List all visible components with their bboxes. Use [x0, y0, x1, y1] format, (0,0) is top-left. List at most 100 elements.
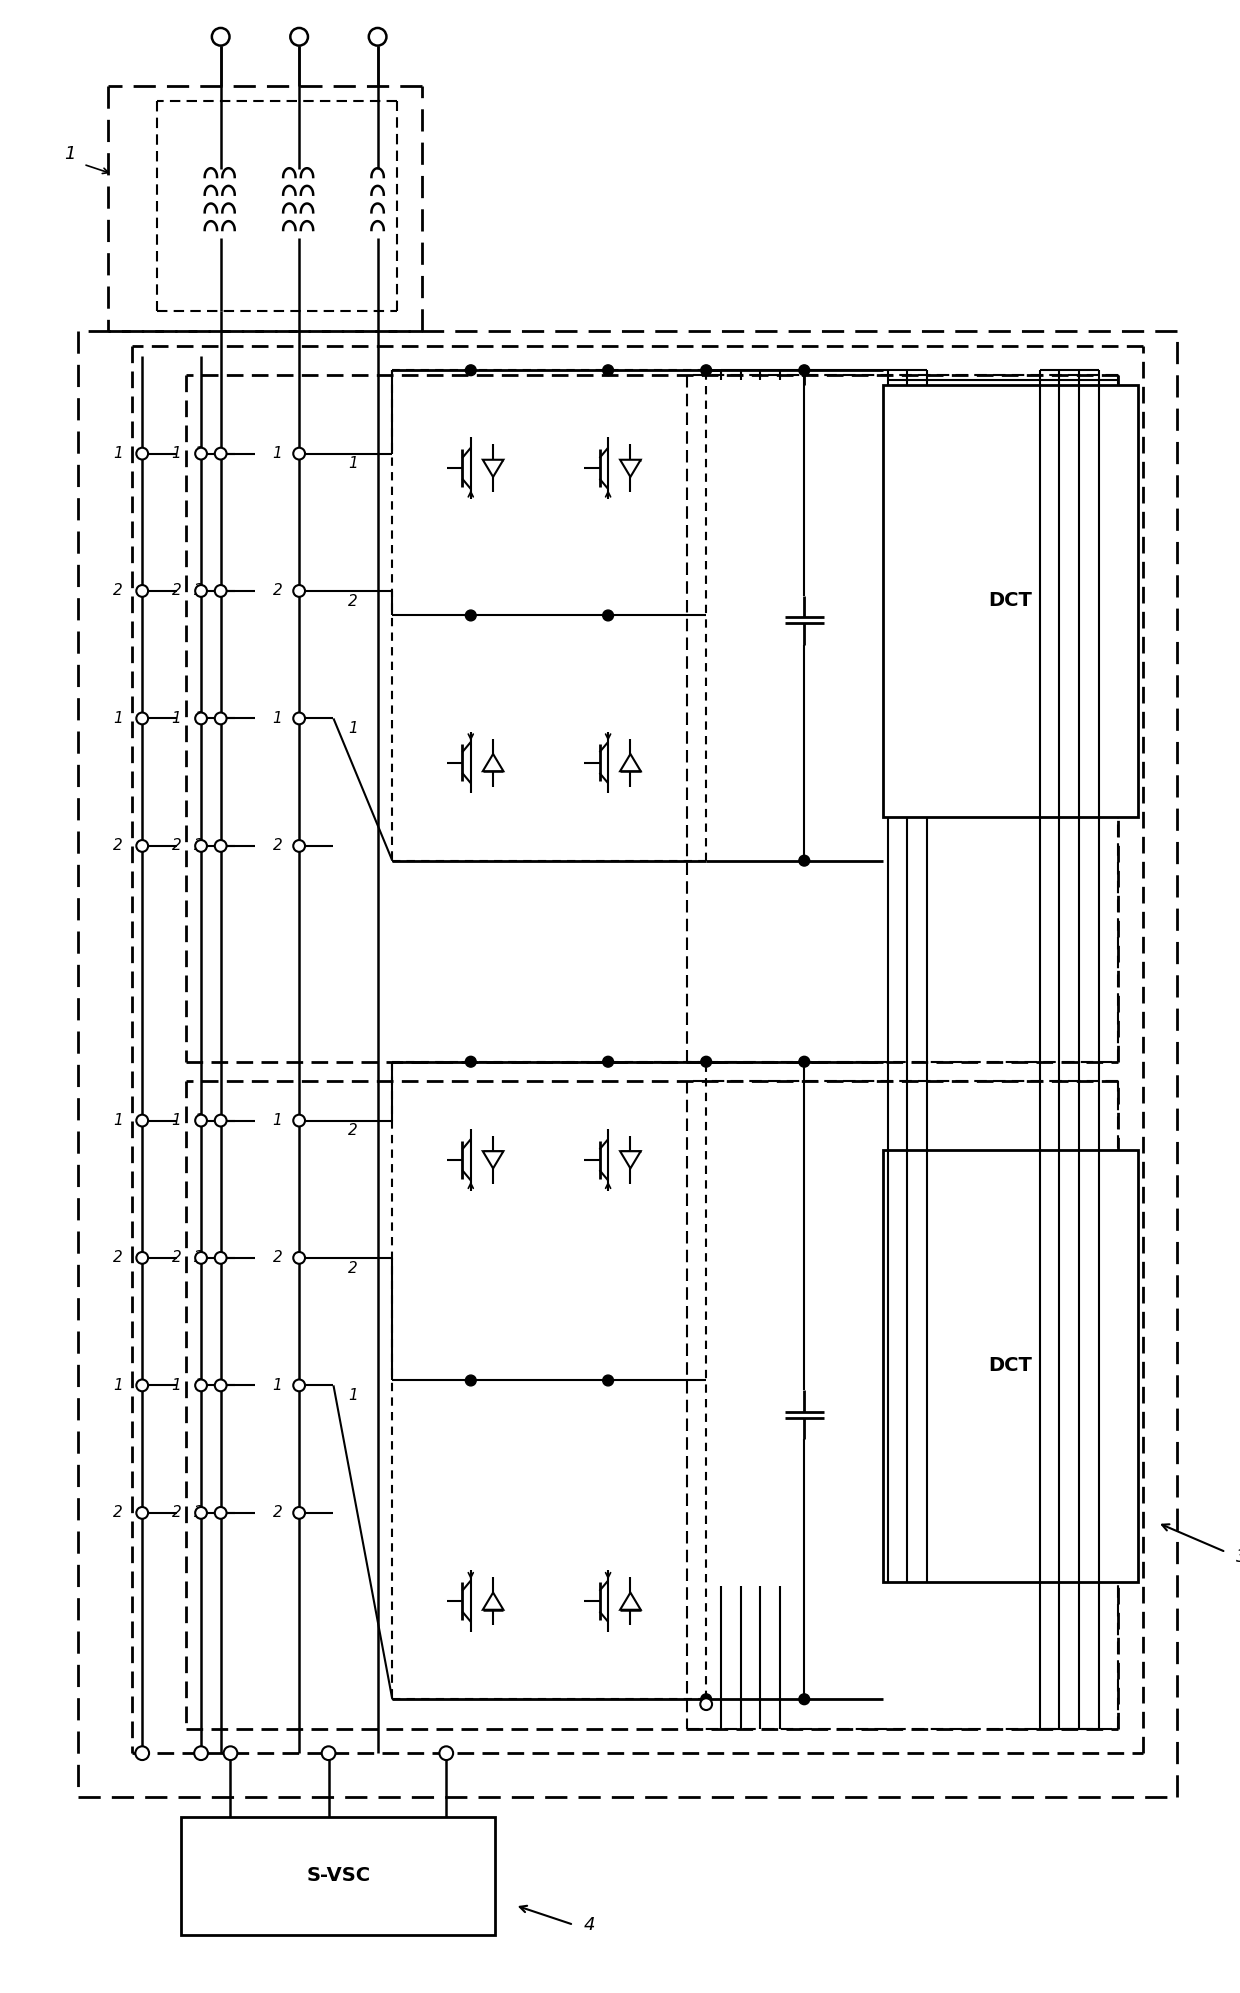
Text: 2: 2 — [171, 1250, 181, 1266]
Text: 2: 2 — [348, 1124, 358, 1138]
Circle shape — [799, 365, 810, 375]
Circle shape — [701, 1698, 712, 1710]
Text: 2: 2 — [171, 839, 181, 853]
Text: 1: 1 — [171, 1112, 181, 1128]
Circle shape — [294, 448, 305, 460]
Text: 2: 2 — [348, 594, 358, 608]
Circle shape — [195, 1252, 207, 1264]
Circle shape — [215, 586, 227, 596]
Circle shape — [465, 365, 476, 375]
Circle shape — [215, 1379, 227, 1391]
Circle shape — [215, 713, 227, 723]
Circle shape — [701, 1056, 712, 1066]
Circle shape — [215, 1252, 227, 1264]
Circle shape — [135, 1746, 149, 1760]
Circle shape — [799, 1694, 810, 1704]
Circle shape — [136, 448, 148, 460]
Circle shape — [223, 1746, 237, 1760]
Circle shape — [294, 586, 305, 596]
Text: 3: 3 — [1236, 1549, 1240, 1566]
Polygon shape — [620, 460, 641, 476]
Polygon shape — [482, 1152, 503, 1168]
Circle shape — [603, 365, 614, 375]
Text: DCT: DCT — [988, 592, 1032, 610]
Text: 1: 1 — [195, 446, 203, 460]
Text: 1: 1 — [348, 456, 358, 470]
Text: 1: 1 — [348, 1387, 358, 1403]
Circle shape — [701, 365, 712, 375]
Circle shape — [290, 28, 308, 46]
Text: 2: 2 — [195, 1250, 203, 1266]
Bar — [883, 385, 1138, 817]
Circle shape — [195, 1507, 207, 1519]
Text: 1: 1 — [273, 1112, 283, 1128]
Circle shape — [603, 610, 614, 622]
Polygon shape — [620, 1592, 641, 1610]
Text: 2: 2 — [113, 1505, 123, 1521]
Circle shape — [195, 713, 207, 723]
Circle shape — [701, 1694, 712, 1704]
Circle shape — [603, 1375, 614, 1385]
Circle shape — [136, 1379, 148, 1391]
Circle shape — [215, 1114, 227, 1126]
Circle shape — [136, 586, 148, 596]
Polygon shape — [482, 1592, 503, 1610]
Text: 1: 1 — [113, 1112, 123, 1128]
Text: 2: 2 — [113, 839, 123, 853]
Circle shape — [465, 610, 476, 622]
Circle shape — [195, 586, 207, 596]
Text: 1: 1 — [171, 712, 181, 725]
Circle shape — [136, 1114, 148, 1126]
Bar — [181, 1818, 495, 1935]
Circle shape — [294, 1114, 305, 1126]
Circle shape — [294, 1507, 305, 1519]
Text: 2: 2 — [273, 584, 283, 598]
Text: 2: 2 — [273, 1250, 283, 1266]
Circle shape — [195, 1379, 207, 1391]
Text: 1: 1 — [348, 721, 358, 735]
Circle shape — [799, 855, 810, 867]
Polygon shape — [482, 460, 503, 476]
Text: S-VSC: S-VSC — [306, 1865, 371, 1885]
Text: 1: 1 — [171, 446, 181, 460]
Circle shape — [136, 1252, 148, 1264]
Circle shape — [465, 1056, 476, 1066]
Text: 2: 2 — [195, 1505, 203, 1521]
Text: 1: 1 — [273, 712, 283, 725]
Circle shape — [294, 1379, 305, 1391]
Circle shape — [294, 1252, 305, 1264]
Text: 2: 2 — [195, 584, 203, 598]
Circle shape — [439, 1746, 453, 1760]
Circle shape — [294, 713, 305, 723]
Circle shape — [215, 448, 227, 460]
Text: 2: 2 — [273, 839, 283, 853]
Text: 1: 1 — [195, 1377, 203, 1393]
Circle shape — [136, 841, 148, 851]
Circle shape — [136, 713, 148, 723]
Text: DCT: DCT — [988, 1357, 1032, 1375]
Text: 1: 1 — [195, 712, 203, 725]
Text: 2: 2 — [113, 584, 123, 598]
Circle shape — [215, 841, 227, 851]
Circle shape — [215, 1507, 227, 1519]
Text: 1: 1 — [113, 712, 123, 725]
Text: 2: 2 — [195, 839, 203, 853]
Text: 1: 1 — [171, 1377, 181, 1393]
Text: 1: 1 — [113, 446, 123, 460]
Text: 2: 2 — [113, 1250, 123, 1266]
Circle shape — [368, 28, 387, 46]
Circle shape — [603, 1056, 614, 1066]
Circle shape — [195, 1746, 208, 1760]
Text: 2: 2 — [171, 1505, 181, 1521]
Circle shape — [321, 1746, 336, 1760]
Text: 2: 2 — [171, 584, 181, 598]
Text: 1: 1 — [273, 1377, 283, 1393]
Circle shape — [195, 448, 207, 460]
Text: 4: 4 — [584, 1915, 595, 1933]
Circle shape — [195, 1114, 207, 1126]
Circle shape — [294, 841, 305, 851]
Polygon shape — [482, 753, 503, 771]
Bar — [883, 1150, 1138, 1582]
Circle shape — [195, 841, 207, 851]
Circle shape — [212, 28, 229, 46]
